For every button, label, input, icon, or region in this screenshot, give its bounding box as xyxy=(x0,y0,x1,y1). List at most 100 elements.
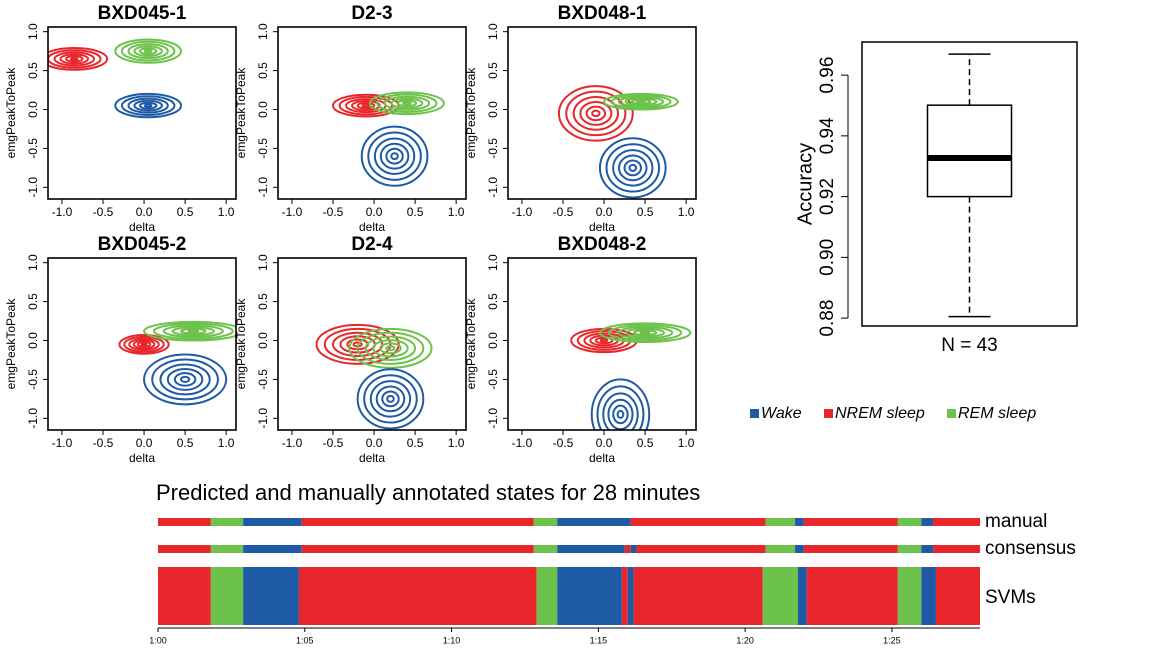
contour-ring xyxy=(372,339,409,358)
y-tick-label: 1.0 xyxy=(26,254,40,271)
contour-ring xyxy=(607,398,634,430)
contour-ring xyxy=(639,330,651,335)
x-tick-label: 0.0 xyxy=(366,205,383,219)
contour-ring xyxy=(166,367,204,391)
y-tick-label: -1.0 xyxy=(486,408,500,429)
contour-ring xyxy=(368,91,445,116)
state-segment xyxy=(633,567,763,625)
contour-ring xyxy=(385,345,396,352)
state-segment xyxy=(557,567,622,625)
contour-ring xyxy=(143,103,153,108)
contour-ring xyxy=(179,327,207,335)
state-segment xyxy=(897,567,922,625)
state-segment xyxy=(797,567,807,625)
contour-ring xyxy=(138,101,158,110)
contour-ring xyxy=(373,137,416,175)
contour-ring xyxy=(151,358,219,401)
state-segment xyxy=(933,545,980,553)
x-tick-label: 0.5 xyxy=(177,205,194,219)
x-tick-label: 0.0 xyxy=(596,436,613,450)
plot-frame xyxy=(861,41,1078,327)
y-tick-label: -1.0 xyxy=(256,177,270,198)
y-tick-label: -0.5 xyxy=(256,138,270,159)
x-tick-label: 1:05 xyxy=(296,635,314,645)
contour-ring xyxy=(572,96,620,131)
x-tick-label: 0.5 xyxy=(637,205,654,219)
state-segment xyxy=(897,518,922,526)
contour-ring xyxy=(127,97,169,114)
plot-frame xyxy=(277,257,467,431)
panel-title: D2-4 xyxy=(351,234,393,255)
contour-ring xyxy=(143,320,236,342)
legend-swatch xyxy=(947,409,956,418)
x-tick-label: 1.0 xyxy=(218,205,235,219)
state-segment xyxy=(158,545,211,553)
contour-ring xyxy=(375,385,406,413)
y-tick-label: 0.0 xyxy=(256,332,270,349)
contour-ring xyxy=(383,95,431,111)
contour-ring xyxy=(138,47,158,56)
contour-ring xyxy=(599,338,609,343)
y-axis-label: emgPeakToPeak xyxy=(4,298,18,390)
state-segment xyxy=(765,518,796,526)
contour-ring xyxy=(356,101,376,110)
contour-ring xyxy=(617,154,648,182)
x-tick-label: 0.0 xyxy=(136,436,153,450)
contour-ring xyxy=(143,48,153,54)
y-tick-label: 0.0 xyxy=(26,332,40,349)
panel-title: D2-3 xyxy=(351,3,392,24)
contours xyxy=(315,323,433,430)
x-tick-label: -0.5 xyxy=(323,205,344,219)
contour-ring xyxy=(607,324,683,342)
state-segment xyxy=(298,567,537,625)
plot-frame xyxy=(47,26,237,200)
contour-ring xyxy=(605,143,661,193)
contours xyxy=(570,322,692,430)
contour-ring xyxy=(363,374,418,424)
contour-ring xyxy=(396,99,418,107)
contours xyxy=(48,38,182,119)
contour-ring xyxy=(630,98,652,105)
x-axis-label: delta xyxy=(589,220,615,234)
y-tick-label: 0.90 xyxy=(817,239,838,276)
contour-ring xyxy=(128,337,160,351)
x-tick-label: -1.0 xyxy=(512,205,533,219)
y-axis-label: Accuracy xyxy=(794,143,816,225)
y-tick-label: 0.5 xyxy=(26,62,40,79)
y-tick-label: 0.0 xyxy=(486,101,500,118)
y-tick-label: 0.88 xyxy=(817,300,838,337)
y-tick-label: 0.5 xyxy=(26,293,40,310)
y-tick-label: -0.5 xyxy=(486,369,500,390)
state-segment xyxy=(795,518,804,526)
contour-ring xyxy=(612,149,654,187)
contour-ring xyxy=(369,380,412,418)
x-tick-label: -0.5 xyxy=(553,205,574,219)
contour-ring xyxy=(598,137,667,199)
y-tick-label: 0.5 xyxy=(256,293,270,310)
contour-ring xyxy=(390,152,399,161)
x-tick-label: -1.0 xyxy=(52,205,73,219)
contour-ring xyxy=(579,100,613,126)
x-tick-label: -0.5 xyxy=(323,436,344,450)
contour-ring xyxy=(114,92,182,119)
y-tick-label: -1.0 xyxy=(486,177,500,198)
contour-ring xyxy=(159,363,211,396)
state-segment xyxy=(933,518,980,526)
contour-ring xyxy=(617,96,665,108)
contour-ring xyxy=(386,394,395,403)
y-tick-label: 0.5 xyxy=(486,62,500,79)
state-segment xyxy=(921,518,934,526)
state-segment xyxy=(158,567,211,625)
contour-ring xyxy=(48,47,109,71)
legend-swatch xyxy=(824,409,833,418)
contour-ring xyxy=(367,131,422,181)
x-tick-label: 1:15 xyxy=(590,635,608,645)
y-tick-label: -0.5 xyxy=(26,369,40,390)
state-segment xyxy=(243,518,302,526)
x-tick-label: 1:25 xyxy=(883,635,901,645)
state-segment xyxy=(921,567,936,625)
contour-ring xyxy=(133,99,163,112)
contour-ring xyxy=(356,331,425,365)
x-tick-label: -0.5 xyxy=(93,205,114,219)
contour-ring xyxy=(636,99,646,104)
